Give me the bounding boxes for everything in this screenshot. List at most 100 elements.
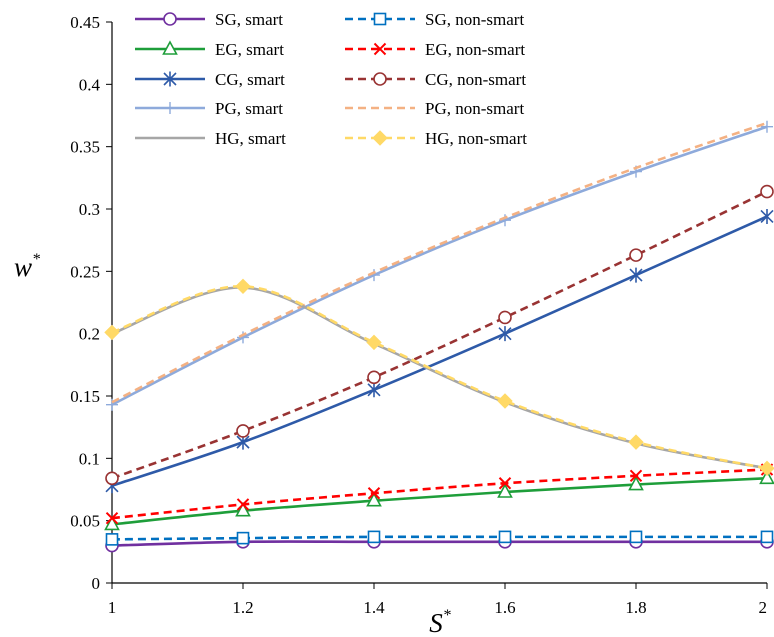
legend-label: EG, non-smart — [425, 40, 525, 59]
data-point — [367, 370, 381, 385]
series-hg-smart — [111, 286, 768, 470]
data-point — [367, 530, 381, 544]
data-point — [367, 487, 381, 500]
y-tick-label: 0.45 — [70, 13, 100, 32]
x-tick-label: 1 — [108, 598, 117, 617]
legend-item: HG, smart — [135, 129, 286, 148]
data-point — [373, 42, 387, 56]
data-point — [629, 248, 643, 262]
data-point — [759, 460, 774, 477]
legend-item: HG, non-smart — [345, 129, 527, 148]
data-point — [629, 267, 643, 283]
series-cg-non-smart — [105, 184, 774, 486]
data-point — [628, 434, 644, 450]
data-point — [237, 331, 249, 344]
y-tick-label: 0.15 — [70, 387, 100, 406]
y-tick-label: 0.35 — [70, 138, 100, 157]
data-point — [236, 498, 250, 511]
x-tick-label: 1.6 — [494, 598, 515, 617]
y-tick-label: 0.25 — [70, 262, 100, 281]
legend-label: PG, non-smart — [425, 99, 524, 118]
series-pg-non-smart — [111, 121, 768, 404]
data-point — [164, 102, 176, 114]
data-point — [105, 533, 119, 546]
data-point — [235, 278, 251, 295]
legend-item: EG, non-smart — [345, 40, 525, 59]
legend-item: EG, smart — [135, 40, 284, 59]
data-point — [761, 120, 773, 133]
x-axis-title: S* — [429, 607, 451, 637]
data-point — [760, 208, 774, 224]
x-tick-label: 1.2 — [232, 598, 253, 617]
legend-item: CG, smart — [135, 70, 285, 89]
data-point — [104, 515, 120, 531]
data-point — [498, 477, 512, 490]
legend-label: HG, smart — [215, 129, 286, 148]
legend-item: CG, non-smart — [345, 70, 526, 89]
data-point — [163, 12, 177, 26]
y-tick-label: 0.3 — [79, 200, 100, 219]
data-point — [105, 471, 119, 486]
series-line — [111, 286, 768, 470]
series-line — [111, 284, 768, 470]
legend-item: PG, smart — [135, 99, 283, 118]
data-point — [367, 382, 381, 398]
series-line — [111, 540, 767, 547]
legend: SG, smart SG, non-smart EG, smart EG, non-s… — [135, 10, 527, 148]
data-point — [497, 393, 513, 409]
x-tick-label: 1.8 — [625, 598, 646, 617]
series-pg-smart — [106, 120, 773, 411]
legend-item: PG, non-smart — [345, 99, 524, 118]
data-point — [235, 502, 251, 517]
series-sg-non-smart — [105, 530, 774, 546]
axes: 0 0.05 0.1 0.15 0.2 0.25 0.3 0.35 0.4 0.45 1 1.2 1.4… — [70, 13, 768, 617]
legend-label: SG, smart — [215, 10, 283, 29]
series-line — [111, 476, 768, 526]
y-tick-label: 0.4 — [79, 75, 101, 94]
data-point — [759, 469, 774, 485]
legend-label: CG, non-smart — [425, 70, 526, 89]
data-point — [497, 483, 513, 498]
y-tick-label: 0.1 — [79, 449, 100, 468]
x-tick-label: 1.4 — [363, 598, 385, 617]
data-point — [628, 475, 644, 491]
legend-label: PG, smart — [215, 99, 283, 118]
data-point — [498, 310, 512, 325]
x-tick-label: 2 — [759, 598, 768, 617]
data-point — [373, 12, 387, 26]
series-line — [111, 215, 768, 487]
data-point — [236, 531, 250, 545]
data-point — [372, 130, 388, 146]
y-axis-title: w* — [14, 251, 40, 282]
legend-item: SG, smart — [135, 10, 283, 29]
data-point — [366, 334, 382, 351]
series-line — [111, 121, 768, 404]
legend-label: SG, non-smart — [425, 10, 524, 29]
data-point — [236, 424, 250, 438]
data-point — [105, 511, 119, 525]
y-tick-label: 0 — [92, 574, 101, 593]
legend-label: CG, smart — [215, 70, 285, 89]
legend-label: EG, smart — [215, 40, 284, 59]
data-point — [629, 530, 643, 544]
y-tick-label: 0.05 — [70, 512, 100, 531]
data-point — [106, 398, 118, 411]
series-line — [111, 535, 767, 541]
series-layer — [104, 120, 774, 553]
data-point — [373, 72, 387, 86]
data-point — [498, 530, 512, 544]
legend-label: HG, non-smart — [425, 129, 527, 148]
data-point — [760, 184, 774, 199]
legend-item: SG, non-smart — [345, 10, 524, 29]
data-point — [163, 71, 177, 87]
series-hg-non-smart — [104, 278, 774, 477]
series-line — [111, 190, 768, 480]
series-eg-smart — [104, 469, 774, 531]
data-point — [162, 40, 178, 55]
data-point — [629, 469, 643, 482]
data-point — [104, 324, 120, 341]
series-line — [111, 468, 768, 520]
series-cg-smart — [105, 208, 774, 494]
data-point — [498, 326, 512, 342]
